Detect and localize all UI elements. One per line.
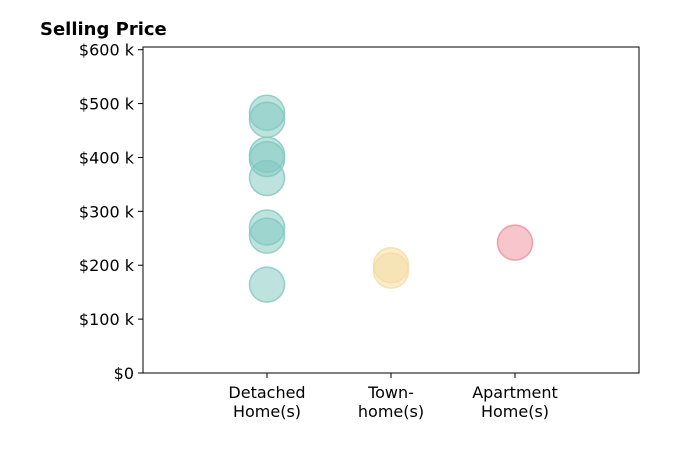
x-tick-label: Detached: [228, 383, 305, 402]
chart-title: Selling Price: [40, 19, 167, 40]
x-tick-label: Town-: [367, 383, 414, 402]
x-tick-label: Home(s): [233, 402, 301, 421]
data-point: [248, 266, 286, 303]
data-point: [496, 224, 534, 261]
y-tick-label: $500 k: [79, 95, 135, 114]
y-tick-label: $200 k: [79, 256, 135, 275]
y-tick-label: $600 k: [79, 41, 135, 60]
y-axis: $0 $100 k $200 k $300 k $400 k $500 k $600 k: [79, 41, 143, 383]
x-tick-label: home(s): [358, 402, 424, 421]
data-point: [248, 217, 286, 254]
x-axis: DetachedHome(s)Town-home(s)ApartmentHome…: [228, 373, 558, 421]
data-point: [248, 159, 286, 197]
x-tick-label: Apartment: [472, 383, 558, 402]
data-points: [248, 94, 534, 303]
y-tick-label: $0: [114, 364, 134, 383]
x-tick-label: Home(s): [481, 402, 549, 421]
y-tick-label: $400 k: [79, 148, 135, 167]
y-tick-label: $300 k: [79, 202, 135, 221]
data-point: [372, 252, 410, 289]
plot-area-frame: [142, 46, 640, 374]
data-point: [248, 101, 286, 138]
y-tick-label: $100 k: [79, 310, 135, 329]
